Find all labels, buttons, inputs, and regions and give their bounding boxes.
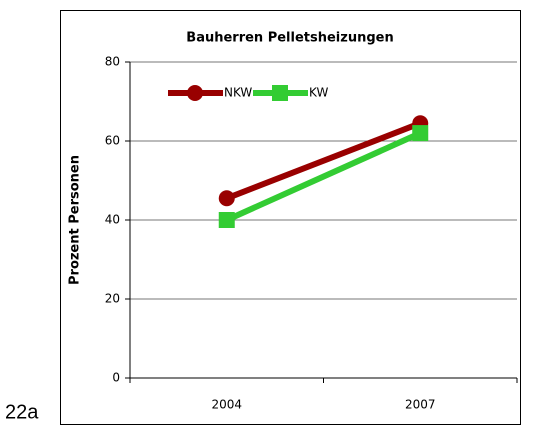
y-tick-label: 0 bbox=[112, 371, 120, 385]
chart-title: Bauherren Pelletsheizungen bbox=[186, 31, 393, 46]
y-tick-label: 40 bbox=[105, 213, 120, 227]
series-line bbox=[225, 130, 422, 223]
data-point bbox=[412, 125, 429, 142]
data-point bbox=[218, 212, 235, 228]
legend-marker bbox=[187, 85, 203, 101]
legend-label: NKW bbox=[224, 86, 252, 100]
x-tick-label: 2004 bbox=[211, 398, 242, 412]
chart-frame bbox=[60, 10, 521, 425]
series-line bbox=[225, 120, 422, 202]
x-tick-label: 2007 bbox=[405, 398, 436, 412]
y-tick-label: 20 bbox=[105, 292, 120, 306]
legend-label: KW bbox=[309, 86, 328, 100]
figure-label: 22a bbox=[5, 401, 39, 423]
y-axis-label: Prozent Personen bbox=[68, 155, 83, 285]
data-point bbox=[218, 190, 235, 207]
y-tick-label: 80 bbox=[105, 55, 120, 69]
legend-marker bbox=[272, 85, 288, 101]
y-tick-label: 60 bbox=[105, 134, 120, 148]
